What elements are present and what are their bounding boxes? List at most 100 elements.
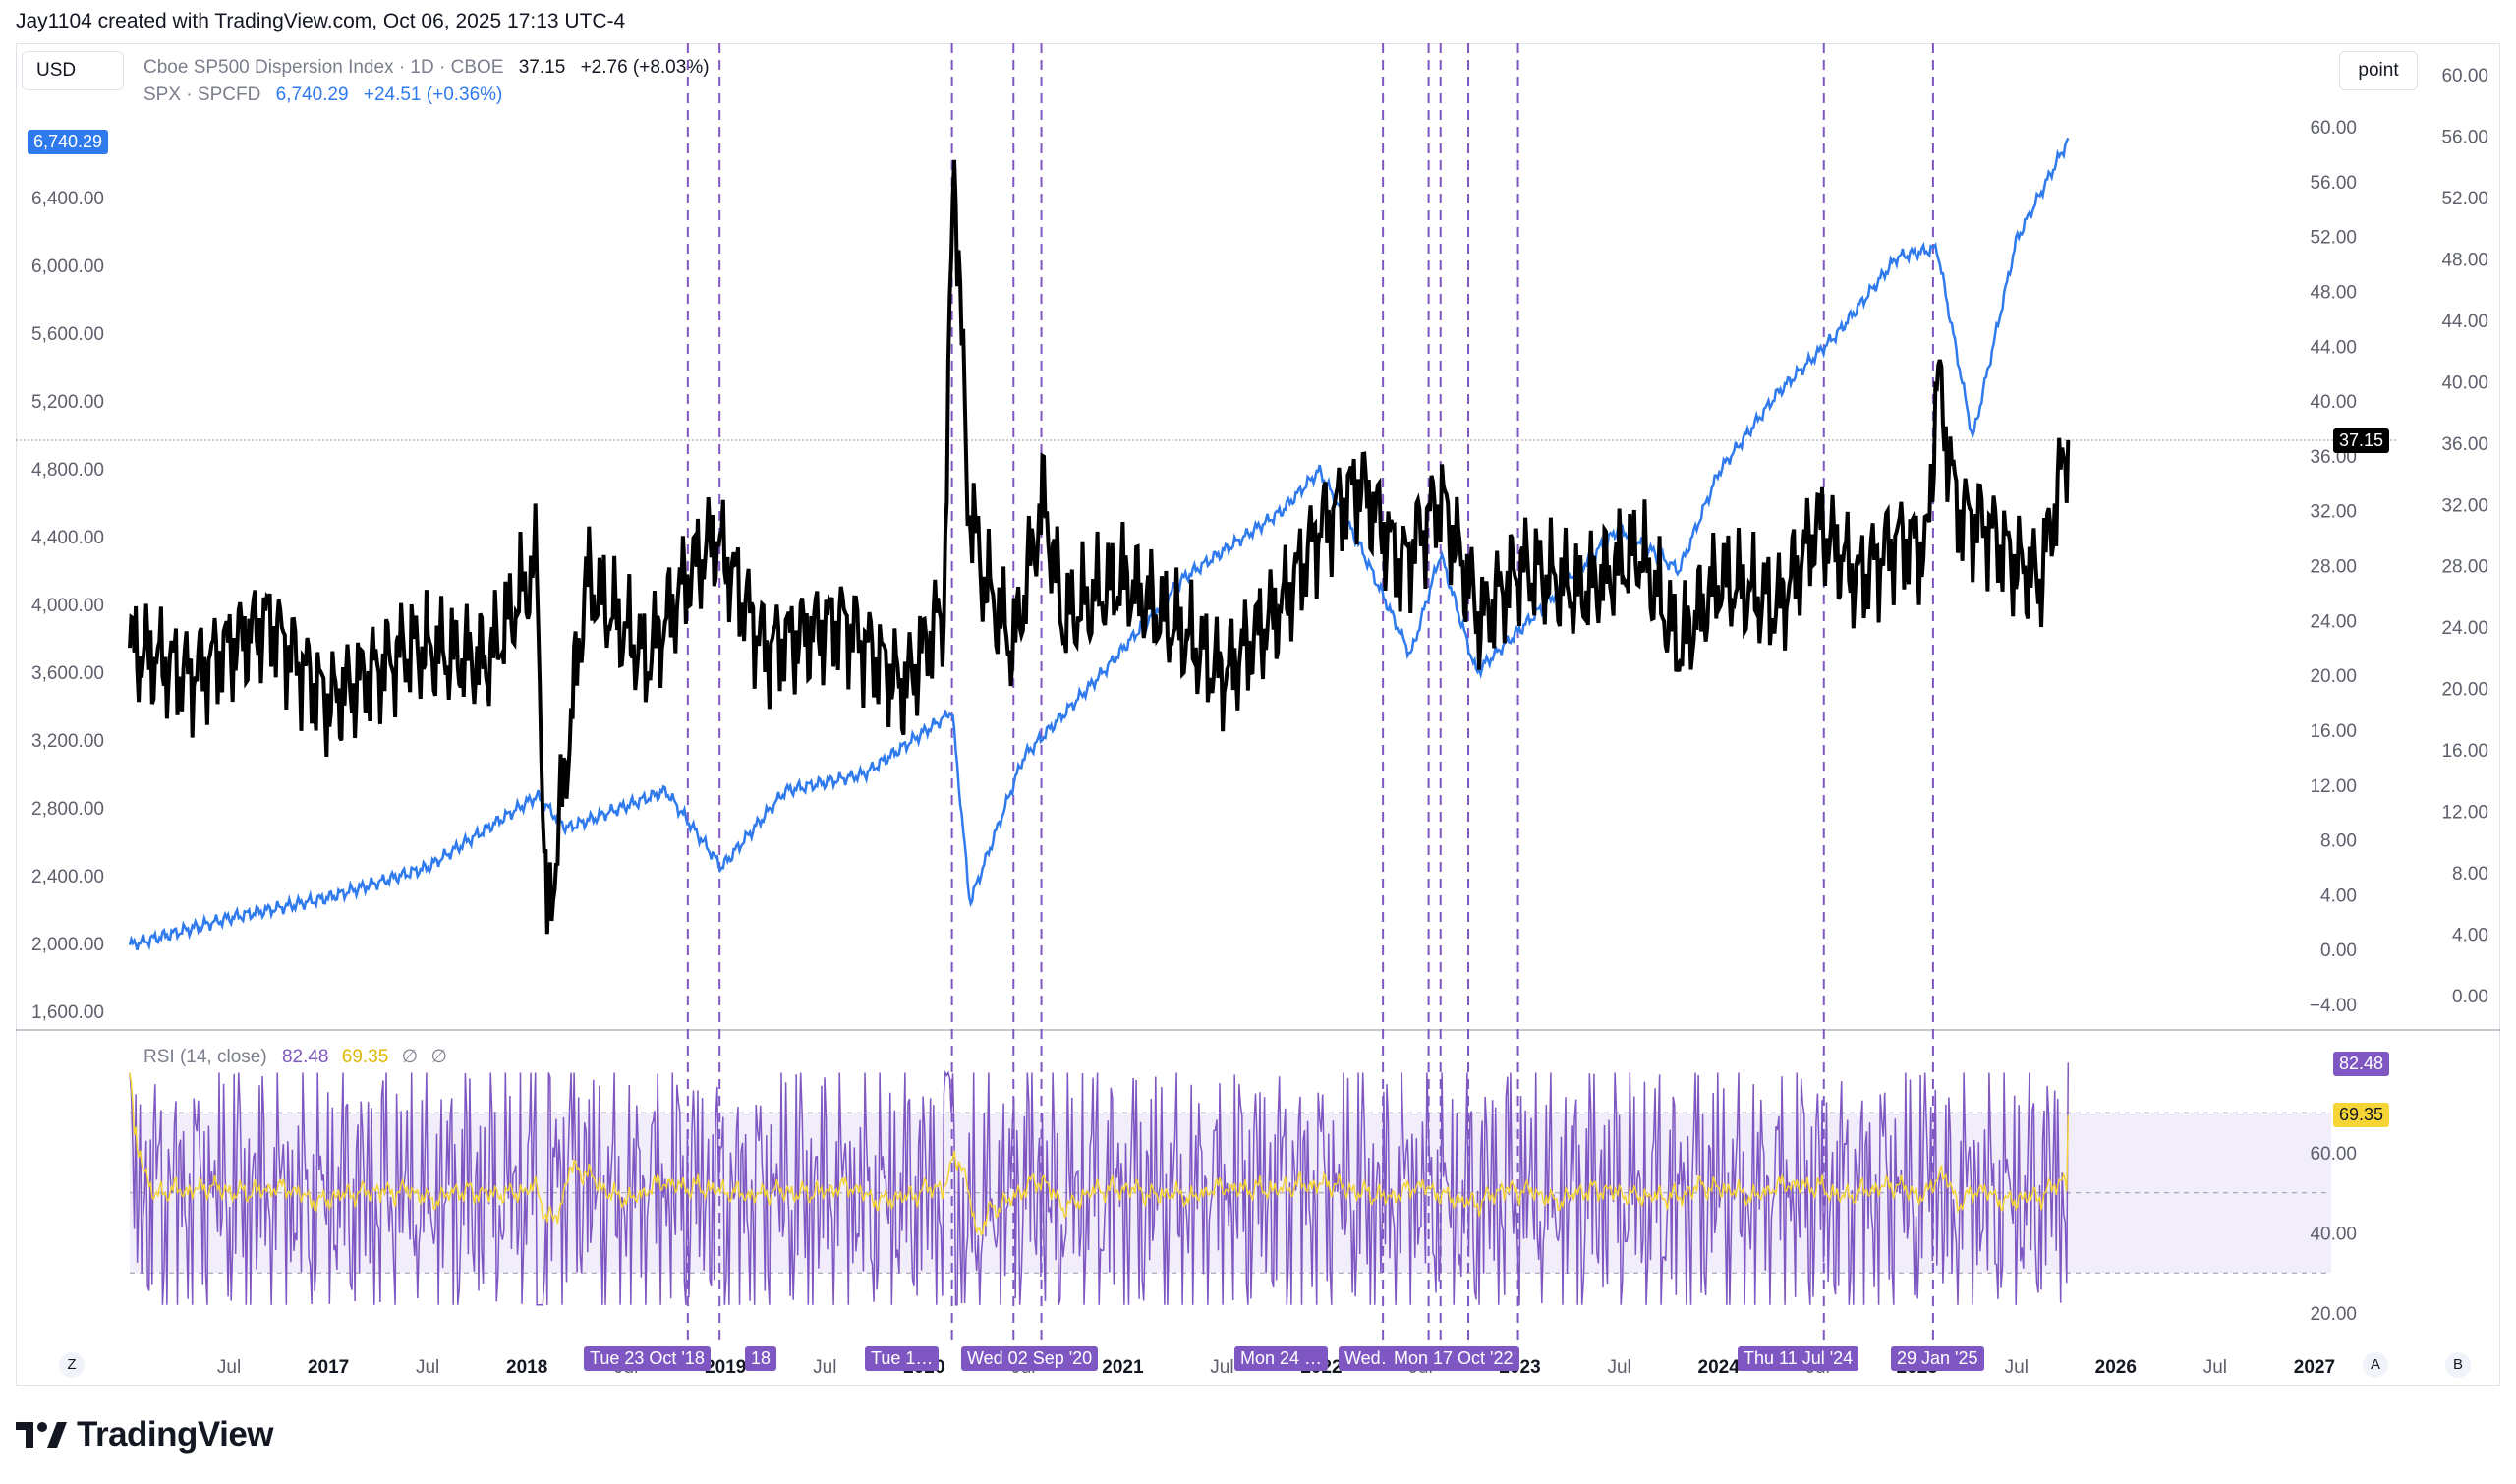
right-axis-inner-tick: 32.00 [2310,502,2357,523]
legend-spx-name: SPX · SPCFD [143,85,261,105]
legend-spx[interactable]: SPX · SPCFD 6,740.29 +24.51 (+0.36%) [143,85,502,106]
left-axis-tick: 2,800.00 [31,799,104,820]
right-axis-outer-tick: 20.00 [2441,680,2488,701]
right-axis-inner-tick: 8.00 [2320,831,2357,852]
legend-spx-change: +24.51 (+0.36%) [363,85,503,105]
dispersion-line [128,159,2071,935]
marker-date-9: 29 Jan '25 [1891,1346,1984,1371]
right-axis-inner-tick: 52.00 [2310,228,2357,249]
left-axis-tick: 1,600.00 [31,1002,104,1023]
right-axis-inner-tick: −4.00 [2310,996,2357,1016]
marker-date-8: Thu 11 Jul '24 [1738,1346,1859,1371]
right-axis-outer-tick: 40.00 [2441,372,2488,393]
right-axis-outer-tick: 32.00 [2441,495,2488,516]
right-axis-outer-tick: 24.00 [2441,618,2488,639]
rsi-axis-tick: 40.00 [2310,1225,2357,1245]
scale-unit-button[interactable]: point [2339,51,2418,90]
rsi-axis: 60.00 40.00 20.00 [2310,1144,2357,1325]
spx-last-badge: 6,740.29 [28,130,109,154]
right-axis-inner-tick: 24.00 [2310,611,2357,632]
currency-button[interactable]: USD [22,51,124,90]
legend-rsi[interactable]: RSI (14, close) 82.48 69.35 ∅ ∅ [143,1046,447,1068]
time-axis-tick: Jul [2005,1357,2029,1378]
left-axis-tick: 5,200.00 [31,392,104,413]
time-axis-tick: 2018 [506,1357,547,1378]
spx-line [128,137,2070,951]
time-axis-tick: Jul [1607,1357,1630,1378]
time-axis-tick: Jul [1210,1357,1233,1378]
marker-date-7: Mon 17 Oct '22 [1388,1346,1519,1371]
right-axis-outer-tick: 56.00 [2441,127,2488,147]
right-axis-outer-tick: 48.00 [2441,250,2488,270]
time-axis-tick: 2024 [1698,1357,1741,1378]
legend-dispersion-last: 37.15 [518,57,566,78]
time-axis-tick: Jul [2203,1357,2227,1378]
tradingview-logo[interactable]: TradingView [16,1415,274,1455]
rsi-ma-line [129,1072,2070,1236]
legend-rsi-name: RSI (14, close) [143,1047,267,1067]
right-axis-inner-tick: 44.00 [2310,337,2357,358]
rsi-axis-tick: 20.00 [2310,1304,2357,1325]
right-axis-inner-tick: 16.00 [2310,721,2357,742]
dispersion-last-badge: 37.15 [2333,428,2390,453]
left-axis-tick: 4,400.00 [31,528,104,548]
auto-scale-button[interactable]: A [2363,1352,2388,1378]
left-axis-tick: 2,000.00 [31,935,104,955]
right-axis-outer-tick: 12.00 [2441,803,2488,824]
time-axis-tick: 2027 [2294,1357,2335,1378]
right-axis-outer-tick: 28.00 [2441,557,2488,578]
right-axis-inner-tick: 28.00 [2310,557,2357,578]
right-axis-outer-tick: 4.00 [2452,926,2488,946]
right-axis-outer-tick: 8.00 [2452,864,2488,885]
right-axis-inner-tick: 56.00 [2310,173,2357,194]
tradingview-logo-text: TradingView [77,1415,274,1454]
time-axis-tick: 2019 [705,1357,746,1378]
marker-date-5: Mon 24 … [1234,1346,1329,1371]
time-axis-tick: Jul [813,1357,836,1378]
legend-dispersion[interactable]: Cboe SP500 Dispersion Index · 1D · CBOE … [143,57,710,79]
time-axis-tick: 2021 [1102,1357,1144,1378]
chart-attribution: Jay1104 created with TradingView.com, Oc… [16,10,626,32]
chart-frame [16,43,2500,1386]
time-axis-tick: Jul [416,1357,439,1378]
rsi-line [129,1062,2070,1306]
right-axis-outer-tick: 60.00 [2441,66,2488,86]
legend-dispersion-name: Cboe SP500 Dispersion Index · 1D · CBOE [143,57,504,78]
time-axis-tick: 2026 [2095,1357,2137,1378]
right-axis-inner-tick: 60.00 [2310,118,2357,139]
right-axis-outer-tick: 44.00 [2441,312,2488,332]
left-axis-tick: 3,200.00 [31,731,104,752]
right-axis-inner-tick: 48.00 [2310,282,2357,303]
rsi-axis-tick: 60.00 [2310,1144,2357,1165]
left-axis-tick: 4,000.00 [31,596,104,616]
legend-rsi-extra1: ∅ [401,1047,419,1067]
series-lines [128,137,2071,1306]
tradingview-logo-icon [16,1422,67,1448]
left-axis-tick: 6,000.00 [31,257,104,277]
right-axis-outer-tick: 16.00 [2441,741,2488,762]
rsi-ma-badge: 69.35 [2333,1103,2390,1127]
time-axis-tick: 2017 [308,1357,349,1378]
left-axis: 6,400.00 6,000.00 5,600.00 5,200.00 4,800.00… [31,189,104,1023]
right-axis-outer-tick: 0.00 [2452,987,2488,1007]
left-axis-tick: 6,400.00 [31,189,104,209]
right-axis-inner-tick: 12.00 [2310,776,2357,797]
legend-spx-last: 6,740.29 [275,85,349,105]
right-axis-inner-tick: 40.00 [2310,392,2357,413]
marker-date-1: Tue 23 Oct '18 [584,1346,711,1371]
marker-date-3: Tue 1… [865,1346,940,1371]
marker-date-2: 18 [745,1346,777,1371]
legend-rsi-extra2: ∅ [430,1047,447,1067]
left-axis-tick: 2,400.00 [31,867,104,887]
scale-b-button[interactable]: B [2445,1352,2471,1378]
time-axis: Jul2017Jul2018Jul2019Jul2020Jul2021Jul20… [217,1357,2335,1378]
timezone-button[interactable]: Z [59,1352,85,1378]
right-axis-inner-tick: 4.00 [2320,885,2357,906]
right-axis-outer-tick: 36.00 [2441,434,2488,455]
right-axis-inner: 60.0056.0052.0048.0044.0040.0036.0032.00… [2310,118,2357,1016]
legend-rsi-ma: 69.35 [341,1047,389,1067]
legend-rsi-value: 82.48 [281,1047,329,1067]
left-axis-tick: 4,800.00 [31,460,104,481]
right-axis-inner-tick: 20.00 [2310,666,2357,687]
